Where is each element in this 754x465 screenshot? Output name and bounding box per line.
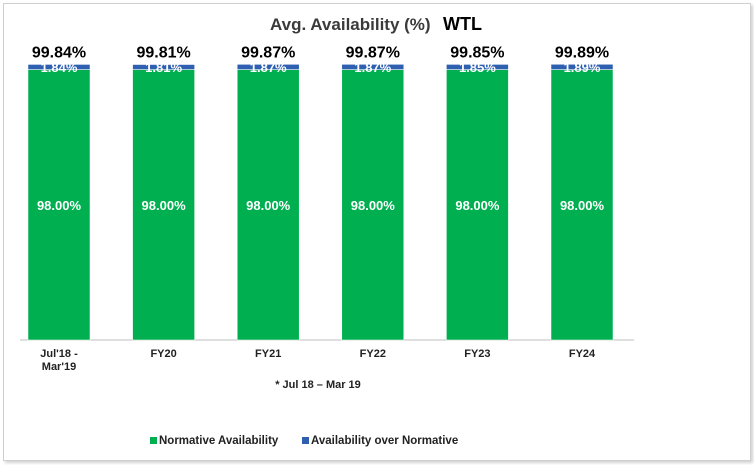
total-label: 99.87% — [346, 44, 400, 61]
bar-segment-over-normative — [550, 64, 614, 70]
total-label: 99.81% — [136, 45, 190, 62]
x-tick-label: FY20 — [150, 348, 176, 360]
x-tick-label: FY22 — [360, 348, 386, 360]
x-tick-label: FY21 — [255, 348, 281, 360]
total-label: 99.85% — [450, 44, 504, 61]
x-tick-label: Mar'19 — [42, 361, 76, 373]
bar-segment-over-normative — [27, 64, 91, 70]
x-tick-labels: Jul'18 -Mar'19 FY20 FY21 FY22 FY23 FY24 — [40, 348, 596, 373]
chart-title-group: Avg. Availability (%) WTL — [270, 14, 482, 34]
footnote: * Jul 18 – Mar 19 — [275, 379, 361, 391]
chart-title: Avg. Availability (%) — [270, 15, 431, 34]
data-label: 98.00% — [455, 198, 500, 213]
chart-title-tag: WTL — [443, 14, 482, 34]
data-label: 1.81% — [145, 60, 182, 75]
total-label: 99.89% — [555, 44, 609, 61]
x-tick-label: FY23 — [464, 348, 490, 360]
bar-segment-normative — [132, 69, 195, 341]
x-tick-label: Jul'18 - — [40, 348, 78, 360]
bar-segment-normative — [27, 69, 91, 341]
bar-segment-normative — [446, 69, 509, 341]
data-label: 98.00% — [246, 198, 291, 213]
data-label: 1.85% — [459, 60, 496, 75]
legend: Normative Availability Availability over … — [150, 435, 458, 447]
legend-swatch-over-normative — [302, 437, 309, 444]
bar-segment-over-normative — [236, 64, 300, 70]
data-label: 1.84% — [41, 60, 78, 75]
bar-segment-over-normative — [132, 64, 195, 70]
legend-swatch-normative — [150, 437, 157, 444]
data-label: 98.00% — [37, 198, 82, 213]
bar-segment-over-normative — [341, 64, 405, 70]
bars-group: 98.00% 1.84%99.84% 98.00% 1.81%99.81% 98.00%… — [27, 44, 614, 341]
bar-segment-normative — [341, 69, 405, 341]
total-label: 99.87% — [241, 44, 295, 61]
legend-label: Availability over Normative — [311, 435, 458, 447]
data-label: 98.00% — [142, 198, 187, 213]
data-label: 1.87% — [250, 60, 287, 75]
bar-segment-normative — [236, 69, 300, 341]
data-label: 1.87% — [354, 60, 391, 75]
x-tick-label: FY24 — [569, 348, 596, 360]
data-label: 1.89% — [564, 60, 601, 75]
data-label: 98.00% — [560, 198, 605, 213]
total-label: 99.84% — [32, 44, 86, 61]
bar-segment-over-normative — [446, 64, 509, 70]
legend-label: Normative Availability — [159, 435, 279, 447]
bar-segment-normative — [550, 69, 614, 341]
data-label: 98.00% — [351, 198, 396, 213]
